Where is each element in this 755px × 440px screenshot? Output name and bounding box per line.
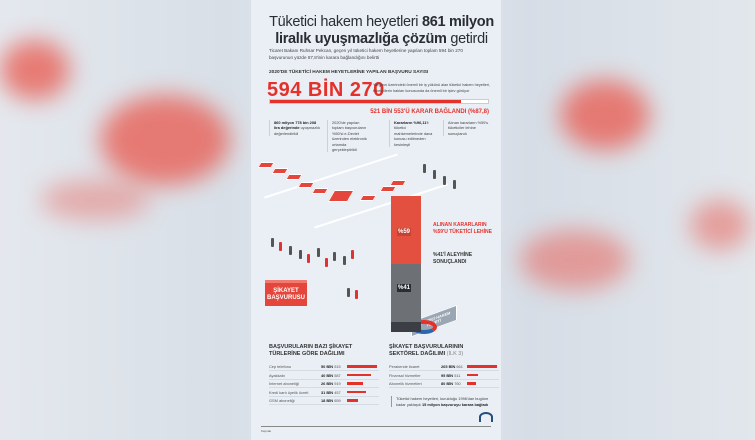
- subtitle: Ticaret Bakanı Ruhsar Pekcan, geçen yıl …: [269, 48, 463, 60]
- row-bar: [347, 382, 363, 385]
- favor-text: ALINAN KARARLARIN %59'U TÜKETİCİ LEHİNE: [433, 222, 492, 235]
- background-blob: [40, 180, 150, 220]
- table-row: Cep telefonu 50 BİN 515: [269, 363, 379, 371]
- illustration: TÜKETİCİ HAKEM HEYETİ: [251, 150, 501, 340]
- row-label: Abonelik hizmetleri: [389, 381, 422, 386]
- table-row: GSM aboneliği 18 BİN 659: [269, 397, 379, 405]
- table-row: Perakende ticaret 265 BİN 661: [389, 363, 499, 371]
- complaint-box: ŞİKAYET BAŞVURUSU: [265, 280, 307, 306]
- row-value: 26 BİN 919: [321, 381, 341, 386]
- decided-label: 521 BİN 553'Ü KARAR BAĞLANDI (%87,8): [370, 109, 489, 115]
- table-row: Ayakkabı 40 BİN 587: [269, 372, 379, 380]
- table-row: Finansal hizmetler 95 BİN 511: [389, 372, 499, 380]
- row-label: Cep telefonu: [269, 364, 292, 369]
- headline: Tüketici hakem heyetleri 861 milyon liral…: [269, 14, 494, 47]
- infographic: Tüketici hakem heyetleri 861 milyon liral…: [251, 0, 501, 440]
- complaint-types-title: BAŞVURULARIN BAZI ŞİKAYET TÜRLERİNE GÖRE…: [269, 344, 353, 357]
- row-bar: [347, 373, 372, 377]
- row-bar: [467, 365, 497, 368]
- decision-tower: %59 %41: [391, 196, 421, 332]
- row-bar: [467, 373, 478, 377]
- table-row: İnternet aboneliği 26 BİN 919: [269, 380, 379, 388]
- row-label: Kredi kartı üyelik ücreti: [269, 389, 309, 395]
- row-value: 265 BİN 661: [441, 364, 463, 369]
- sector-title: ŞİKAYET BAŞVURULARININ SEKTÖREL DAĞILIMI…: [389, 344, 464, 357]
- note: Kararların %96,11'i tüketici mahkemeleri…: [389, 120, 435, 148]
- row-label: Perakende ticaret: [389, 364, 420, 369]
- background-blob: [0, 40, 70, 100]
- background-blob: [100, 95, 230, 185]
- row-value: 95 BİN 511: [441, 372, 461, 378]
- table-row: Abonelik hizmetleri 80 BİN 760: [389, 380, 499, 388]
- decided-progress-fill: [270, 100, 462, 103]
- row-value: 18 BİN 659: [321, 398, 341, 403]
- row-bar: [467, 382, 477, 385]
- against-segment: %41: [391, 264, 421, 322]
- background-blob: [520, 230, 630, 290]
- applications-side-text: Yargının üzerindeki önemli bir iş yükünü…: [373, 83, 491, 93]
- row-label: İnternet aboneliği: [269, 381, 299, 386]
- note: 860 milyon 778 bin 208 lira değerinde uy…: [269, 120, 321, 137]
- applications-label: 2020'DE TÜKETİCİ HAKEM HEYETLERİNE YAPIL…: [269, 70, 429, 75]
- row-bar: [347, 365, 377, 368]
- row-value: 40 BİN 587: [321, 372, 341, 378]
- row-label: Finansal hizmetler: [389, 372, 421, 378]
- row-value: 31 BİN 457: [321, 389, 341, 395]
- row-bar: [347, 390, 366, 394]
- against-text: %41'İ ALEYHİNE SONUÇLANDI: [433, 252, 473, 265]
- favor-segment: %59: [391, 196, 421, 264]
- note: Alınan kararların %59'u tüketiciler lehi…: [443, 120, 493, 137]
- aa-logo: [479, 412, 493, 422]
- row-bar: [347, 399, 359, 402]
- row-value: 80 BİN 760: [441, 381, 461, 386]
- table-row: Kredi kartı üyelik ücreti 31 BİN 457: [269, 389, 379, 397]
- background-blob: [690, 200, 750, 250]
- applications-total: 594 BİN 270: [267, 79, 385, 101]
- decided-progress-bar: [269, 99, 489, 104]
- background-blob: [560, 80, 650, 150]
- row-label: Ayakkabı: [269, 372, 285, 378]
- note: 2020'de yapılan toplam başvuruların %50'…: [327, 120, 371, 153]
- history-note: Tüketici hakem heyetleri, kurulduğu 1996…: [391, 396, 489, 407]
- footer-source: Kaynak: [261, 426, 491, 433]
- row-label: GSM aboneliği: [269, 398, 295, 403]
- row-value: 50 BİN 515: [321, 364, 341, 369]
